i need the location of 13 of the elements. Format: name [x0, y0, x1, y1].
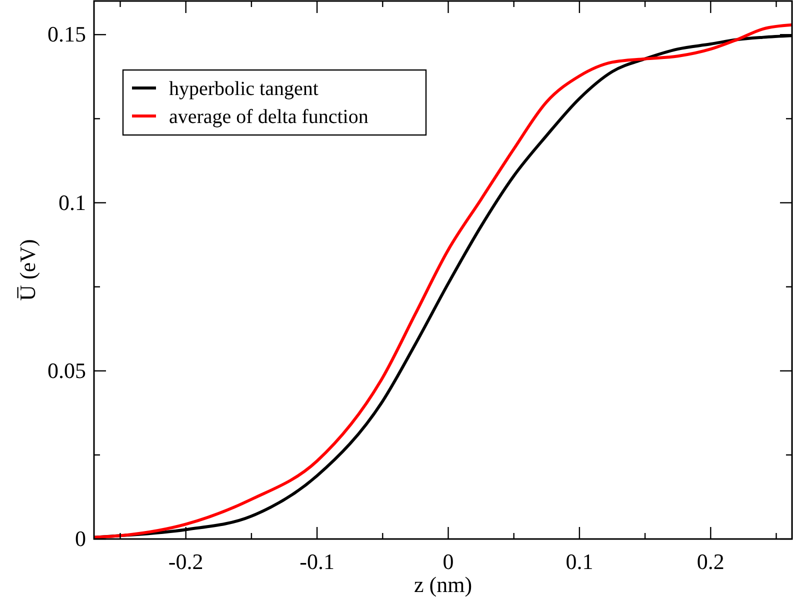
legend-label: hyperbolic tangent [169, 78, 319, 100]
x-tick-label: -0.2 [168, 549, 204, 574]
x-tick-label: -0.1 [300, 549, 334, 574]
x-tick-label: 0.1 [566, 549, 594, 574]
x-tick-label: 0.2 [696, 549, 724, 574]
y-tick-label: 0.05 [48, 358, 86, 383]
y-tick-label: 0.15 [48, 22, 86, 47]
legend-label: average of delta function [169, 106, 368, 128]
x-tick-label: 0 [442, 549, 454, 574]
y-tick-label: 0 [75, 526, 86, 551]
y-tick-label: 0.1 [58, 190, 86, 215]
y-axis-title: U̅ (eV) [15, 239, 40, 301]
x-axis-title: z (nm) [414, 572, 472, 597]
